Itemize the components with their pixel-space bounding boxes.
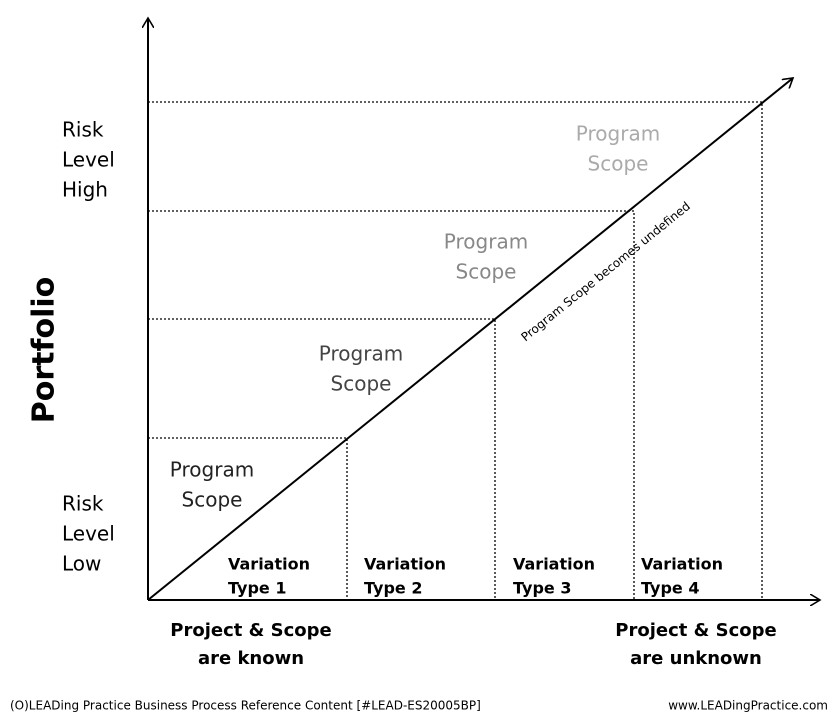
dotted-guides: [148, 101, 763, 600]
program-scope: Program: [444, 230, 528, 254]
variation-label: Variation: [641, 555, 723, 574]
variation-label: Variation: [228, 555, 310, 574]
program-scope: Program: [576, 122, 660, 146]
risk-high: Risk: [62, 118, 104, 142]
bottom-left: are known: [198, 648, 304, 669]
footer-right: www.LEADingPractice.com: [668, 699, 828, 713]
program-scope: Scope: [456, 260, 517, 284]
risk-low: Level: [62, 522, 115, 546]
risk-low: Low: [62, 552, 101, 576]
bottom-right: are unknown: [630, 648, 762, 669]
bottom-right: Project & Scope: [615, 620, 776, 641]
program-scope: Scope: [588, 152, 649, 176]
variation-label: Type 1: [228, 579, 286, 598]
risk-high: High: [62, 178, 108, 202]
variation-label: Type 2: [364, 579, 422, 598]
program-scope: Scope: [182, 488, 243, 512]
variation-label: Variation: [364, 555, 446, 574]
axis-label: Portfolio: [27, 277, 62, 424]
risk-low: Risk: [62, 492, 104, 516]
footer-left: (O)LEADing Practice Business Process Ref…: [10, 699, 481, 713]
diagonal: [147, 78, 793, 601]
variation-label: Variation: [513, 555, 595, 574]
program-scope: Scope: [331, 372, 392, 396]
variation-label: Type 4: [641, 579, 699, 598]
program-scope: Program: [319, 342, 403, 366]
variation-label: Type 3: [513, 579, 571, 598]
risk-high: Level: [62, 148, 115, 172]
bottom-left: Project & Scope: [170, 620, 331, 641]
diagonal-label: Program Scope becomes undefined: [518, 199, 693, 344]
program-scope: Program: [170, 458, 254, 482]
